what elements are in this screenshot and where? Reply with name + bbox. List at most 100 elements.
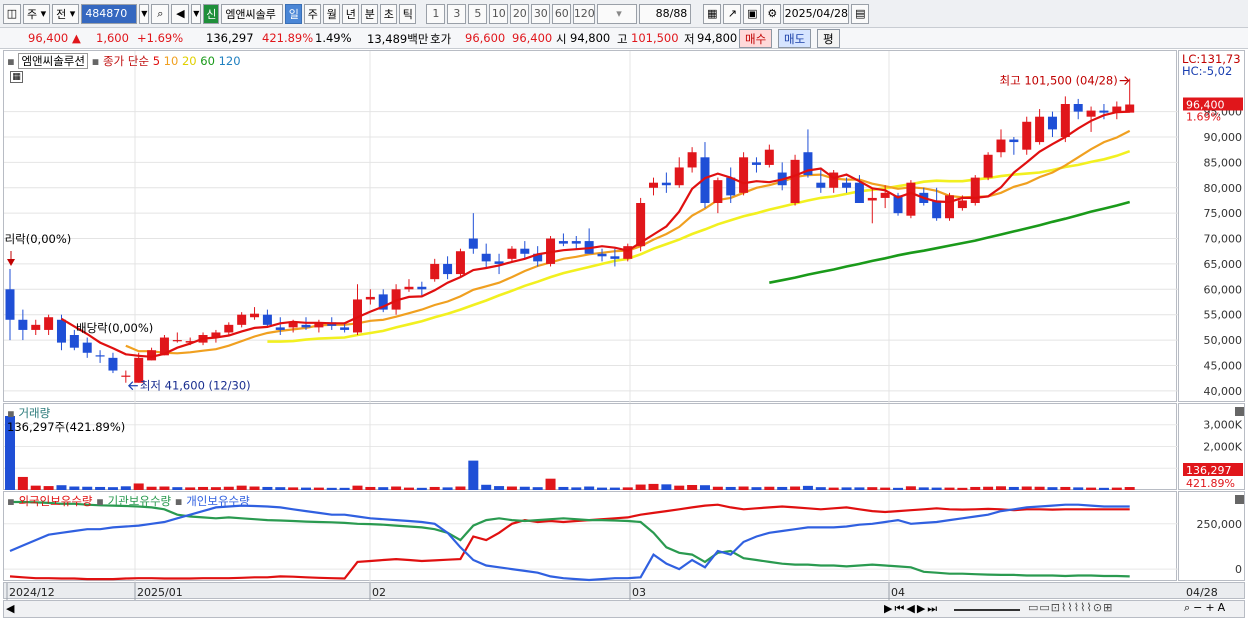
interval-120[interactable]: 120 bbox=[573, 3, 596, 24]
volume-bar bbox=[957, 487, 968, 490]
volume-bar bbox=[738, 486, 749, 490]
volume-tick-label: 3,000K bbox=[1203, 419, 1242, 432]
candle bbox=[623, 246, 633, 259]
legend-square-icon: ▪ bbox=[174, 494, 183, 508]
legend-ma120[interactable]: 120 bbox=[218, 54, 241, 68]
volume-bar bbox=[403, 487, 414, 490]
volume-bar bbox=[725, 486, 736, 490]
candle bbox=[764, 149, 774, 165]
zoom-icons[interactable]: ⌕−+A bbox=[1184, 601, 1229, 614]
interval-20[interactable]: 20 bbox=[510, 3, 530, 24]
legend-ma5[interactable]: 5 bbox=[152, 54, 161, 68]
stock-name[interactable]: 엠앤씨솔루 bbox=[221, 3, 284, 24]
tab-period-week[interactable]: 주 bbox=[304, 3, 322, 24]
speaker-dropdown-button[interactable]: ▼ bbox=[191, 3, 202, 24]
candle bbox=[1022, 121, 1032, 150]
save-icon[interactable]: ▣ bbox=[743, 3, 762, 24]
volume-bar bbox=[854, 487, 865, 490]
volume-bar bbox=[815, 487, 826, 490]
date-tick-label: 04 bbox=[891, 586, 905, 599]
close-pane-icon[interactable] bbox=[1235, 495, 1244, 504]
draw-tool-icon[interactable]: ↗ bbox=[723, 3, 742, 24]
close-pane-icon[interactable] bbox=[1235, 407, 1244, 416]
legend-stock-name: 엠앤씨솔루션 bbox=[18, 53, 88, 69]
tab-period-second[interactable]: 초 bbox=[380, 3, 398, 24]
volume-bar bbox=[56, 485, 67, 490]
tab-period-year[interactable]: 년 bbox=[342, 3, 360, 24]
zoom-slider[interactable] bbox=[954, 609, 1020, 611]
volume-bar bbox=[699, 485, 710, 490]
candle bbox=[82, 342, 92, 353]
date-axis: 2024/12 2025/01 02 03 04 04/28 bbox=[3, 582, 1245, 600]
candle bbox=[739, 157, 749, 193]
quote-bar: 96,400 ▲ 1,600 +1.69% 136,297 421.89% 1.… bbox=[0, 28, 1248, 49]
volume-bar bbox=[1034, 486, 1045, 490]
volume-bar bbox=[120, 486, 131, 490]
table-toggle-icon[interactable]: ▦ bbox=[10, 71, 23, 83]
tab-period-tick[interactable]: 틱 bbox=[399, 3, 417, 24]
code-dropdown-button[interactable]: ▼ bbox=[139, 3, 150, 24]
ex-right-label: 권리락(0,00%) bbox=[4, 232, 71, 246]
legend-ma10[interactable]: 10 bbox=[163, 54, 179, 68]
chart-tools-icons[interactable]: ▭▭⊡⌇⌇⌇⌇⌇⊙⊞ bbox=[1028, 601, 1114, 614]
candle bbox=[713, 180, 723, 203]
scope-select[interactable]: 전 ▾ bbox=[52, 3, 80, 24]
volume-bar bbox=[1021, 486, 1032, 490]
candle bbox=[983, 154, 993, 178]
ask-price: 96,600 bbox=[465, 31, 506, 45]
volume-bar bbox=[841, 487, 852, 490]
interval-60[interactable]: 60 bbox=[552, 3, 572, 24]
sell-button[interactable]: 매도 bbox=[778, 29, 812, 48]
interval-10[interactable]: 10 bbox=[489, 3, 509, 24]
holding-axis: 250,000 0 bbox=[1178, 491, 1245, 581]
scroll-left-icon[interactable]: ◀ bbox=[6, 602, 15, 615]
gear-icon[interactable]: ⚙ bbox=[763, 3, 782, 24]
volume-bar bbox=[416, 487, 427, 490]
candle bbox=[906, 182, 916, 216]
grid-icon[interactable]: ▦ bbox=[703, 3, 722, 24]
scroll-nav-icons[interactable]: ▶⏮◀▶⏭ bbox=[884, 602, 940, 615]
candle bbox=[301, 324, 311, 328]
volume-bar bbox=[159, 486, 170, 490]
tab-period-month[interactable]: 월 bbox=[323, 3, 341, 24]
volume-bar bbox=[1047, 487, 1058, 490]
search-icon[interactable]: ⌕ bbox=[151, 3, 170, 24]
legend-ma60[interactable]: 60 bbox=[200, 54, 215, 68]
volume-bar bbox=[210, 487, 221, 490]
layout-icon[interactable]: ◫ bbox=[3, 3, 21, 24]
date-end-label: 04/28 bbox=[1186, 586, 1218, 599]
candle bbox=[674, 167, 684, 186]
eval-button[interactable]: 평 bbox=[817, 29, 840, 48]
volume-tick-label: 2,000K bbox=[1203, 440, 1242, 453]
code-input[interactable]: 484870 bbox=[81, 3, 138, 24]
tab-period-day[interactable]: 일 bbox=[285, 3, 303, 24]
candle bbox=[147, 350, 157, 361]
volume-bar bbox=[867, 487, 878, 490]
volume-tag-label: 136,297 bbox=[1186, 464, 1232, 477]
interval-1[interactable]: 1 bbox=[426, 3, 446, 24]
tab-period-minute[interactable]: 분 bbox=[361, 3, 379, 24]
price-pane[interactable]: 최고 101,500 (04/28) 최저 41,600 (12/30) 권리락(0… bbox=[3, 50, 1178, 403]
interval-5[interactable]: 5 bbox=[468, 3, 488, 24]
candle bbox=[172, 340, 182, 342]
hoga-label: 호가 bbox=[430, 32, 452, 46]
candle bbox=[417, 286, 427, 290]
price-tick-label: 60,000 bbox=[1204, 283, 1243, 296]
legend-ma20[interactable]: 20 bbox=[181, 54, 197, 68]
holding-tick-label: 0 bbox=[1235, 563, 1242, 576]
market-select[interactable]: 주 ▾ bbox=[23, 3, 51, 24]
volume-bar bbox=[107, 487, 118, 490]
speaker-icon[interactable]: ◀ bbox=[171, 3, 190, 24]
interval-3[interactable]: 3 bbox=[447, 3, 467, 24]
volume-pane[interactable]: ▪ 거래량 136,297주(421.89%) bbox=[3, 403, 1178, 491]
count-field[interactable]: 88/88 bbox=[639, 3, 692, 24]
interval-30[interactable]: 30 bbox=[531, 3, 551, 24]
interval-custom-select[interactable]: ▾ bbox=[597, 3, 638, 24]
holding-pane[interactable]: ▪ 외국인보유수량 ▪ 기관보유수량 ▪ 개인보유수량 bbox=[3, 491, 1178, 582]
calendar-icon[interactable]: ▤ bbox=[851, 3, 870, 24]
volume-bar bbox=[1086, 487, 1097, 490]
buy-button[interactable]: 매수 bbox=[739, 29, 773, 48]
price-tick-label: 65,000 bbox=[1204, 258, 1243, 271]
price-change: 1,600 bbox=[96, 31, 129, 45]
date-field[interactable]: 2025/04/28 bbox=[783, 3, 850, 24]
